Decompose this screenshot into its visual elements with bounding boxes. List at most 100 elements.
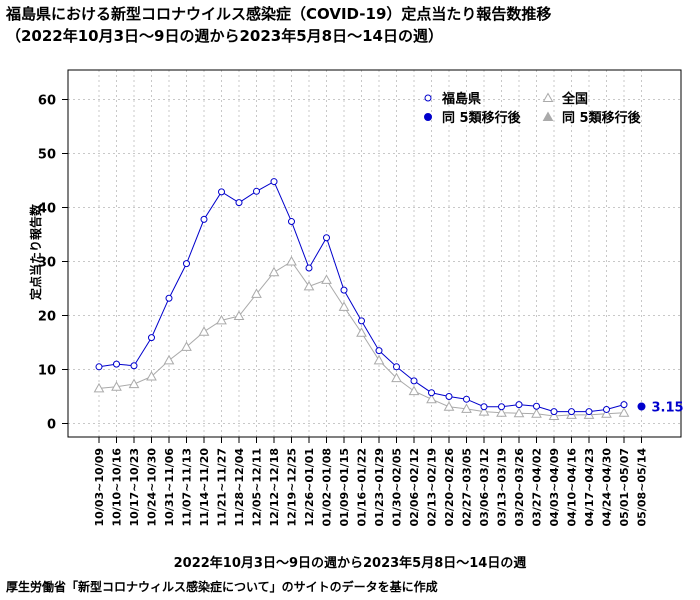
data-point [218, 188, 225, 196]
source-note: 厚生労働省「新型コロナウィルス感染症について」のサイトのデータを基に作成 [6, 580, 438, 594]
series-0 [95, 178, 628, 416]
data-point [165, 294, 173, 302]
x-tick-label: 05/01~05/07 [618, 448, 631, 526]
data-point [410, 377, 418, 385]
data-point [548, 410, 560, 420]
y-tick-label: 10 [38, 364, 56, 379]
annotations: 3.15 [652, 400, 684, 415]
x-tick-label: 10/17~10/23 [128, 448, 141, 526]
y-tick-label: 40 [38, 202, 56, 217]
data-point [496, 407, 507, 417]
x-tick-label: 10/10~10/16 [111, 448, 124, 527]
data-point [93, 382, 105, 393]
data-point [111, 381, 122, 391]
data-point [585, 408, 593, 416]
x-tick-label: 12/19~12/25 [286, 448, 299, 526]
data-point [480, 403, 488, 411]
chart-title: 福島県における新型コロナウイルス感染症（COVID-19）定点当たり報告数推移 [6, 5, 552, 23]
x-tick-label: 02/20~02/26 [443, 448, 456, 527]
data-point [268, 266, 280, 277]
data-point [618, 407, 630, 417]
x-tick-label: 12/12~12/18 [268, 448, 281, 526]
data-point [461, 403, 472, 413]
x-tick-label: 01/30~02/05 [391, 448, 404, 526]
y-tick-label: 50 [38, 148, 56, 163]
x-axis-label: 2022年10月3日〜9日の週から2023年5月8日〜14日の週 [173, 556, 527, 571]
data-point [428, 389, 435, 397]
x-tick-label: 03/27~04/02 [531, 448, 544, 526]
x-tick-label: 02/13~02/19 [426, 448, 439, 526]
x-tick-label: 01/02~01/08 [321, 448, 334, 526]
x-tick-label: 04/24~04/30 [601, 448, 614, 527]
data-point [288, 218, 295, 226]
data-point [393, 363, 400, 371]
y-axis: 0 10 20 30 40 50 60 [38, 94, 68, 433]
data-point [463, 395, 470, 403]
data-point [443, 401, 455, 411]
x-tick-label: 12/05~12/11 [251, 448, 264, 526]
x-tick-label: 03/20~03/26 [513, 448, 526, 527]
x-tick-label: 11/14~11/20 [198, 448, 211, 527]
chart-subtitle: （2022年10月3日〜9日の週から2023年5月8日〜14日の週） [6, 27, 443, 45]
data-point [321, 274, 332, 284]
data-point [303, 280, 315, 291]
data-point [542, 111, 554, 121]
x-tick-label: 03/06~03/12 [478, 448, 491, 526]
y-axis-label: 定点当たり報告数 [28, 203, 43, 300]
data-point [183, 260, 190, 268]
data-point [233, 310, 245, 321]
data-point [568, 408, 575, 416]
data-point [601, 408, 612, 418]
data-point [286, 255, 297, 266]
legend-label: 同 5類移行後 [562, 110, 642, 126]
x-tick-label: 01/09~01/15 [338, 448, 351, 526]
series-line [98, 260, 625, 417]
data-point [270, 178, 278, 186]
data-point [340, 286, 348, 294]
data-point [198, 326, 210, 336]
data-point [323, 234, 330, 242]
y-tick-label: 60 [38, 94, 56, 109]
gridlines [68, 70, 681, 437]
data-point [216, 314, 227, 325]
data-point [542, 92, 554, 102]
data-point [498, 403, 505, 411]
series-layer [93, 178, 646, 420]
x-tick-label: 04/03~04/09 [548, 448, 561, 526]
data-point [128, 378, 140, 389]
data-point [391, 372, 402, 383]
data-point [445, 393, 453, 400]
x-tick-label: 02/06~02/12 [408, 448, 421, 526]
data-point [146, 371, 157, 381]
series-1 [637, 402, 646, 411]
x-tick-label: 11/07~11/13 [181, 448, 194, 526]
data-point [375, 347, 383, 355]
data-point [478, 406, 490, 416]
data-point [113, 360, 120, 368]
data-point [338, 301, 350, 311]
data-point [426, 393, 437, 404]
data-point [356, 327, 367, 337]
data-point [358, 317, 365, 325]
data-label: 3.15 [652, 400, 684, 415]
data-point [181, 341, 192, 351]
data-point [251, 288, 262, 298]
data-point [515, 401, 523, 409]
data-point [408, 385, 420, 396]
legend-label: 全国 [561, 91, 588, 107]
data-point [424, 113, 432, 121]
data-point [253, 187, 260, 195]
data-point [95, 363, 103, 371]
data-point [373, 354, 385, 365]
data-point [305, 264, 313, 272]
data-point [513, 407, 525, 418]
legend-label: 福島県 [441, 91, 481, 107]
data-point [550, 408, 558, 416]
x-axis: 10/03~10/09 10/10~10/16 10/17~10/23 10/24~1… [93, 437, 649, 526]
x-tick-label: 05/08~05/14 [636, 448, 649, 527]
y-tick-label: 0 [47, 418, 56, 433]
data-point [531, 408, 542, 418]
data-point [424, 94, 432, 102]
plot-frame [67, 69, 682, 438]
